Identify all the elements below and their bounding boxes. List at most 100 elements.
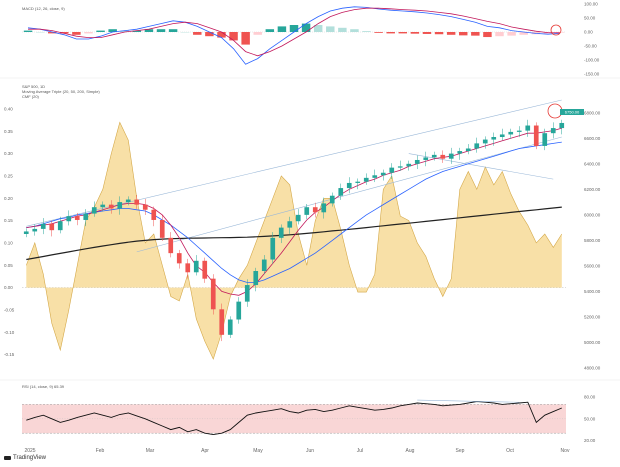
macd-tick-label: -50.00 [584,44,597,49]
macd-histogram-bar [193,32,202,35]
cmf-tick-label: 0.35 [4,129,13,134]
candle-body [465,148,471,152]
candle-body [100,204,106,208]
watermark-text: TradingView [13,455,47,461]
candle-body [168,237,174,254]
candle-body [525,125,531,131]
macd-histogram-bar [120,30,129,32]
candle-body [380,172,386,176]
macd-tick-label: 50.00 [584,16,596,21]
macd-histogram-bar [519,32,528,35]
candle-body [261,259,267,272]
macd-histogram-bar [60,32,69,34]
cmf-tick-label: 0.15 [4,218,13,223]
rsi-trendline [417,399,520,403]
candle-body [74,216,80,220]
price-trendline [408,153,554,180]
cmf-label: CMF (20) [22,94,40,99]
macd-histogram-bar [241,32,250,45]
price-tick-label: 6400.00 [584,161,601,166]
price-tick-label: 4800.00 [584,366,601,371]
rsi-line [26,401,562,436]
candle-body [193,260,199,273]
x-tick-label: Jul [357,448,363,454]
candle-body [440,154,446,159]
candle-body [125,199,131,203]
x-tick-label: May [253,448,263,454]
candle-body [227,319,233,335]
candle-body [423,157,429,160]
cmf-tick-label: 0.10 [4,240,13,245]
x-tick-label: Nov [561,448,570,454]
macd-histogram-bar [108,29,117,32]
macd-histogram-bar [398,32,408,34]
macd-histogram-bar [132,30,142,32]
cmf-area-fill [26,122,562,360]
macd-histogram-bar [338,27,347,32]
candle-body [542,133,548,146]
candle-body [431,154,437,158]
candle-body [83,213,89,220]
candle-body [66,216,72,222]
x-tick-label: Oct [506,448,514,454]
macd-histogram-bar [495,32,504,37]
macd-highlight-circle [550,24,562,36]
ma50-line [26,141,562,283]
macd-histogram-bar [374,32,383,33]
macd-title: MACD (12, 26, close, 9) [22,6,65,11]
x-axis: 2025 Feb Mar Apr May Jun Jul Aug Sep Oct Nov [24,448,570,454]
price-tick-label: 5200.00 [584,314,601,319]
candle-body [474,143,480,149]
candle-body [202,260,208,279]
candle-body [270,237,276,260]
candle-body [346,182,352,189]
candle-body [40,223,46,229]
macd-histogram-bar [47,32,57,34]
cmf-tick-label: 0.20 [4,196,13,201]
x-tick-label: Feb [96,448,105,454]
candle-body [91,207,97,214]
candle-body [32,228,38,232]
macd-histogram-bar [23,30,33,32]
candle-body [312,207,318,213]
candle-body [151,209,157,220]
macd-histogram-bar [362,31,371,32]
candle-body [287,221,293,228]
macd-tick-label: -150.00 [584,72,600,77]
macd-histogram-bar [301,23,311,32]
macd-histogram-bar [422,32,432,34]
cmf-tick-label: -0.10 [4,330,15,335]
candle-body [508,131,514,135]
macd-histogram-bar [471,32,480,36]
candle-body [559,122,565,129]
macd-histogram-bar [434,32,444,35]
macd-histogram-bar [459,32,468,36]
macd-histogram-bar [350,29,359,32]
cmf-tick-label: 0.25 [4,173,13,178]
candle-body [117,202,123,209]
cmf-tick-label: 0.30 [4,151,13,156]
x-tick-label: Mar [146,448,155,454]
rsi-tick-label: 80.00 [584,395,596,400]
price-highlight-circle [547,103,563,119]
candle-body [355,181,361,183]
macd-histogram-bar [555,32,565,33]
candle-body [499,134,505,138]
candle-body [210,278,216,310]
candle-body [329,195,335,204]
macd-histogram-bar [410,32,420,34]
x-tick-label: Jun [306,448,314,454]
macd-histogram-bar [289,25,299,32]
price-tick-label: 6200.00 [584,187,601,192]
x-tick-label: Apr [201,448,209,454]
macd-histogram-bar [217,32,226,38]
macd-tick-label: 0.00 [584,30,593,35]
macd-histogram-bar [72,32,81,35]
cmf-tick-label: 0.05 [4,263,13,268]
candle-body [491,137,497,140]
price-channel-upper [26,99,562,227]
candle-body [295,214,301,222]
candle-body [108,204,114,209]
rsi-band [22,404,566,434]
